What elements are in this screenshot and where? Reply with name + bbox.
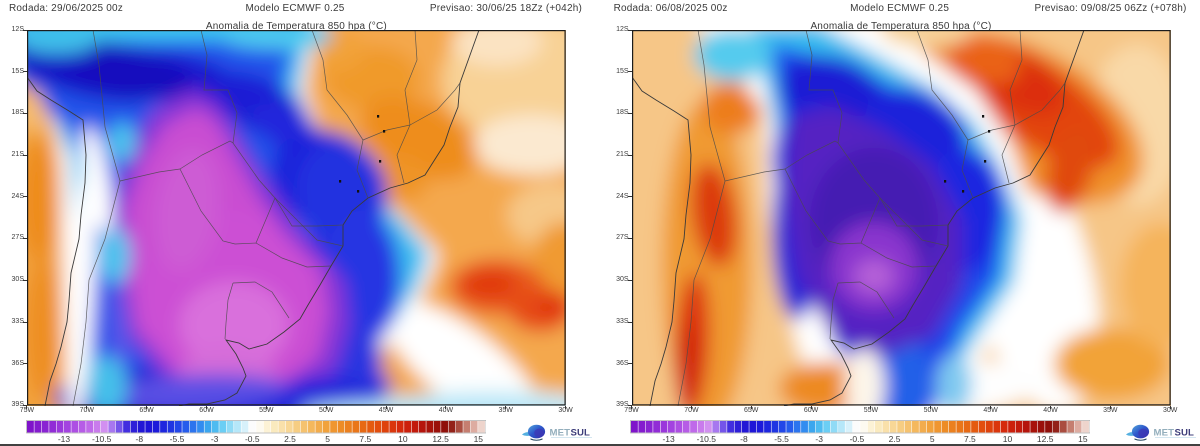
svg-text:MET: MET bbox=[1154, 427, 1175, 438]
svg-text:MET: MET bbox=[549, 427, 570, 438]
svg-text:SUL: SUL bbox=[1175, 427, 1195, 438]
svg-text:SUL: SUL bbox=[570, 427, 590, 438]
